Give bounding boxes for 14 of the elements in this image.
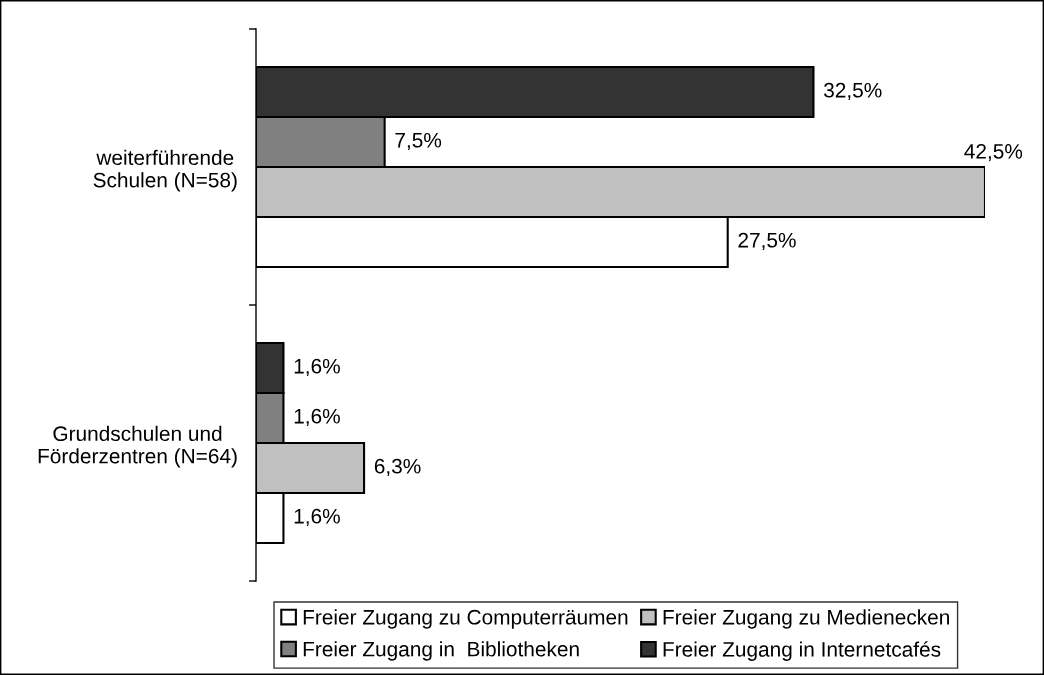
y-tick-label: Grundschulen und Förderzentren (N=64) <box>38 425 237 468</box>
legend-label: Freier Zugang in Internetcafés <box>663 641 941 661</box>
data-label: 6,3% <box>374 458 421 477</box>
y-tick-label: weiterführende Schulen (N=58) <box>93 149 237 192</box>
legend-label: Freier Zugang in Bibliotheken <box>303 641 579 661</box>
data-label: 32,5% <box>823 82 882 101</box>
data-label: 1,6% <box>294 358 340 377</box>
data-label: 7,5% <box>395 132 442 151</box>
data-label: 1,6% <box>294 508 340 527</box>
legend-label: Freier Zugang zu Computerräumen <box>303 609 628 629</box>
data-label: 42,5% <box>964 143 1023 162</box>
data-label: 27,5% <box>738 232 796 251</box>
legend-label: Freier Zugang zu Medienecken <box>663 609 949 629</box>
data-label: 1,6% <box>294 408 340 427</box>
